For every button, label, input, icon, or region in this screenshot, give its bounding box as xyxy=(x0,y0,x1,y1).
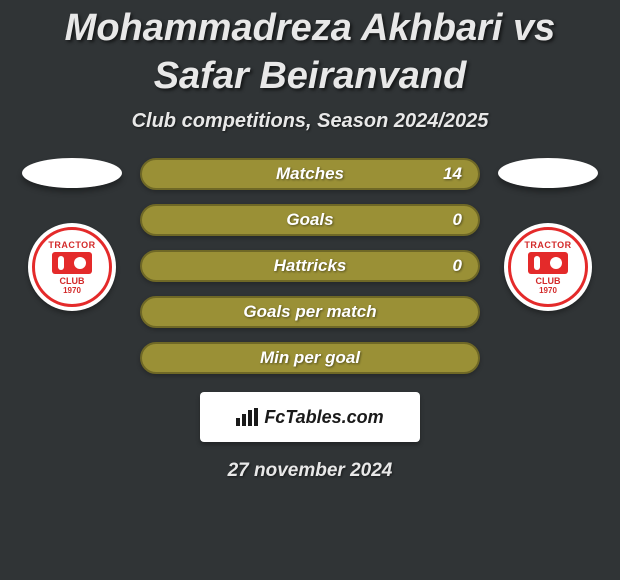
club-logo-left: TRACTOR CLUB 1970 xyxy=(28,223,116,311)
logo-top-text: TRACTOR xyxy=(524,240,571,250)
stat-bar-mpg: Min per goal xyxy=(140,342,480,374)
left-column: TRACTOR CLUB 1970 xyxy=(22,158,122,311)
brand-box: FcTables.com xyxy=(200,392,420,442)
logo-bottom-text: CLUB xyxy=(536,276,561,286)
stat-value: 14 xyxy=(443,164,462,184)
middle-row: TRACTOR CLUB 1970 Matches 14 Goals 0 Hat… xyxy=(0,158,620,374)
right-column: TRACTOR CLUB 1970 xyxy=(498,158,598,311)
stat-bar-hattricks: Hattricks 0 xyxy=(140,250,480,282)
tractor-icon xyxy=(52,252,92,274)
date-text: 27 november 2024 xyxy=(0,460,620,482)
bar-chart-icon xyxy=(236,408,258,426)
stat-value: 0 xyxy=(453,256,462,276)
logo-bottom-text: CLUB xyxy=(60,276,85,286)
logo-year-text: 1970 xyxy=(63,286,81,295)
club-logo-right: TRACTOR CLUB 1970 xyxy=(504,223,592,311)
stat-value: 0 xyxy=(453,210,462,230)
stat-bar-goals: Goals 0 xyxy=(140,204,480,236)
stat-label: Min per goal xyxy=(260,348,360,368)
stat-bar-gpm: Goals per match xyxy=(140,296,480,328)
comparison-card: Mohammadreza Akhbari vs Safar Beiranvand… xyxy=(0,0,620,580)
stat-label: Goals per match xyxy=(243,302,376,322)
stat-label: Matches xyxy=(276,164,344,184)
logo-year-text: 1970 xyxy=(539,286,557,295)
tractor-icon xyxy=(528,252,568,274)
player-oval-left xyxy=(22,158,122,188)
brand-text: FcTables.com xyxy=(264,407,383,428)
logo-top-text: TRACTOR xyxy=(48,240,95,250)
page-title: Mohammadreza Akhbari vs Safar Beiranvand xyxy=(30,5,590,100)
player-oval-right xyxy=(498,158,598,188)
subtitle: Club competitions, Season 2024/2025 xyxy=(0,110,620,133)
stat-label: Goals xyxy=(286,210,333,230)
stat-bar-matches: Matches 14 xyxy=(140,158,480,190)
stat-label: Hattricks xyxy=(274,256,347,276)
stats-column: Matches 14 Goals 0 Hattricks 0 Goals per… xyxy=(140,158,480,374)
